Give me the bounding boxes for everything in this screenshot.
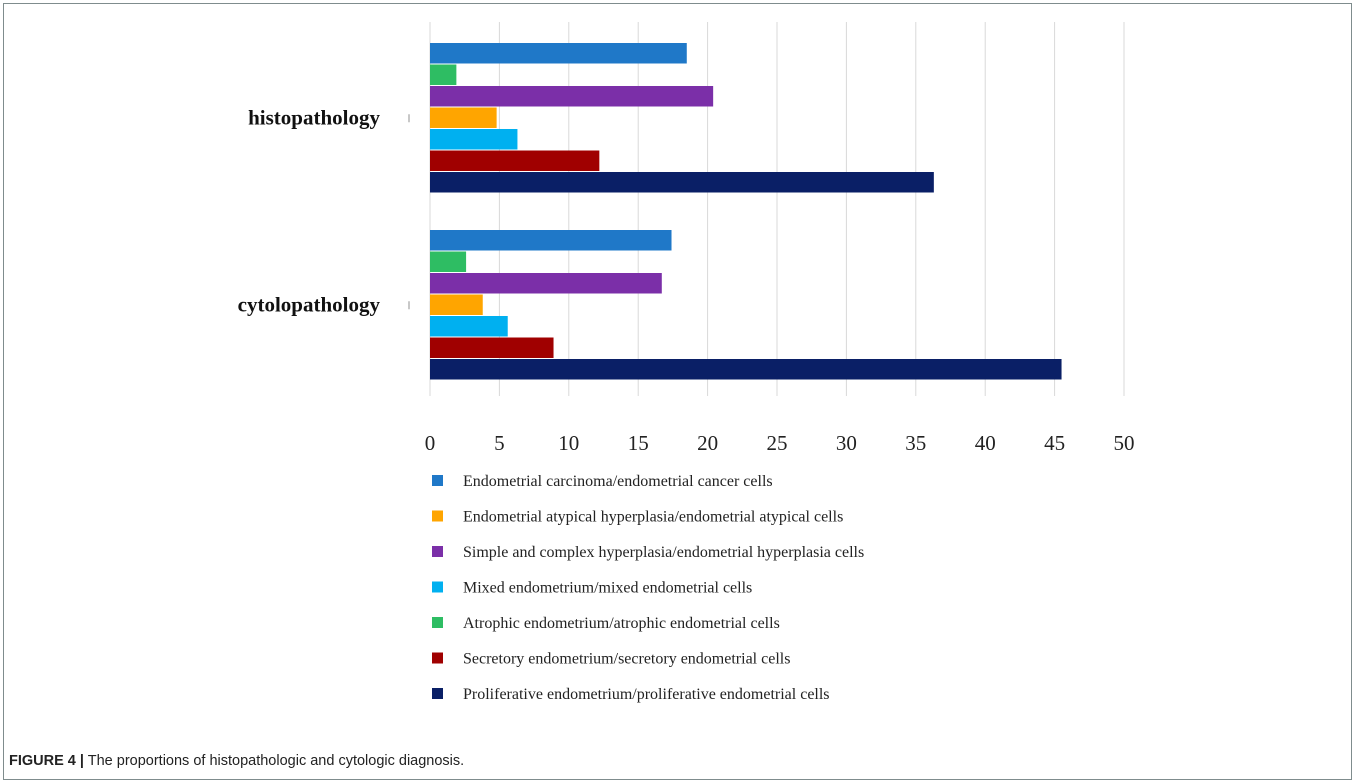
bar [430,337,554,358]
bar [430,129,518,150]
axis-tick-mark [408,114,410,123]
bar [430,86,714,107]
x-tick-label: 15 [628,431,649,455]
category-label: cytolopathology [238,292,381,316]
legend-swatch [432,688,443,699]
x-tick-label: 25 [767,431,788,455]
legend-swatch [432,581,443,593]
category-label: histopathology [248,105,380,129]
bar [430,251,467,272]
x-tick-label: 0 [425,431,436,455]
bar [430,294,483,315]
figure-caption: FIGURE 4 | The proportions of histopatho… [9,753,464,769]
bar [430,64,457,85]
x-tick-label: 40 [975,431,996,455]
legend-label: Mixed endometrium/mixed endometrial cell… [463,580,752,597]
legend-swatch [432,475,443,486]
bar [430,230,672,251]
bar-chart: histopathology cytolopathology 0 5 10 15 20 25 3… [238,22,1135,703]
legend-swatch [432,510,443,522]
legend-label: Atrophic endometrium/atrophic endometria… [463,615,780,632]
legend-label: Secretory endometrium/secretory endometr… [463,651,790,668]
figure-frame [3,3,1352,780]
legend-label: Endometrial atypical hyperplasia/endomet… [463,509,843,526]
legend-label: Simple and complex hyperplasia/endometri… [463,544,864,561]
figure-label: FIGURE 4 | [9,753,84,769]
x-tick-label: 35 [905,431,926,455]
bar [430,359,1062,380]
legend-label: Endometrial carcinoma/endometrial cancer… [463,473,773,490]
bar [430,273,662,294]
bar [430,172,934,193]
bar [430,150,600,171]
x-tick-label: 50 [1114,431,1135,455]
bar [430,107,497,128]
legend-label: Proliferative endometrium/proliferative … [463,686,830,703]
bar [430,316,508,337]
x-tick-label: 45 [1044,431,1065,455]
x-tick-label: 10 [558,431,579,455]
legend-swatch [432,652,443,664]
bar [430,43,687,64]
legend-swatch [432,546,443,557]
axis-tick-mark [408,301,410,310]
legend-swatch [432,617,443,628]
x-tick-label: 30 [836,431,857,455]
x-tick-label: 20 [697,431,718,455]
x-tick-label: 5 [494,431,505,455]
caption-text: The proportions of histopathologic and c… [87,753,465,769]
